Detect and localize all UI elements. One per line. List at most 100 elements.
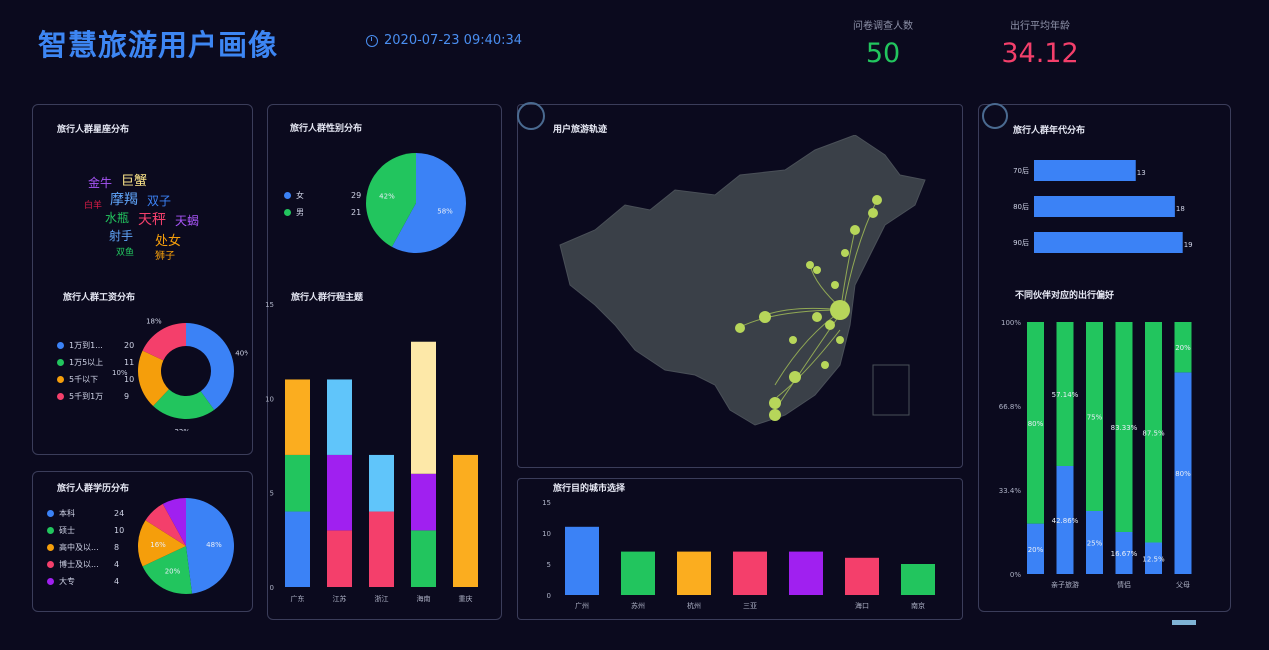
segment-label: 20% bbox=[1175, 344, 1191, 352]
slice-label: 16% bbox=[150, 541, 166, 549]
zodiac-word: 天秤 bbox=[138, 212, 166, 228]
y-tick-label: 15 bbox=[542, 499, 551, 507]
legend-label: 博士及以... bbox=[59, 560, 99, 569]
x-tick-label: 情侣 bbox=[1117, 580, 1131, 589]
theme-bar-segment bbox=[285, 454, 310, 512]
track-title: 用户旅游轨迹 bbox=[553, 125, 608, 135]
bar-value-label: 18 bbox=[1176, 205, 1185, 213]
slice-label: 18% bbox=[146, 317, 162, 325]
kpi-survey-count: 问卷调查人数 50 bbox=[843, 17, 923, 69]
city-bar bbox=[789, 551, 823, 595]
partner-bar-segment bbox=[1174, 322, 1192, 373]
legend-value: 24 bbox=[114, 509, 125, 518]
legend-item[interactable]: 硕士 10 bbox=[47, 522, 124, 539]
y-tick-label: 80后 bbox=[1013, 202, 1029, 211]
legend-label: 男 bbox=[296, 208, 304, 217]
slice-label: 58% bbox=[437, 207, 453, 215]
partner-bar-segment bbox=[1115, 322, 1133, 532]
gender-legend: 女 29 男 21 bbox=[284, 187, 361, 221]
legend-swatch bbox=[284, 192, 291, 199]
legend-value: 10 bbox=[124, 375, 135, 384]
pie-slice bbox=[142, 323, 186, 361]
panel-city bbox=[517, 478, 963, 620]
slice-label: 22% bbox=[174, 428, 190, 431]
theme-bar-segment bbox=[369, 454, 394, 512]
x-tick-label: 重庆 bbox=[459, 594, 473, 603]
bar-value-label: 19 bbox=[1184, 241, 1193, 249]
legend-item[interactable]: 1万5以上 11 bbox=[57, 354, 134, 371]
slice-label: 40% bbox=[235, 349, 248, 357]
legend-swatch bbox=[57, 342, 64, 349]
age-bar bbox=[1034, 160, 1136, 181]
legend-label: 1万到1... bbox=[69, 341, 103, 350]
x-tick-label: 父母 bbox=[1176, 581, 1190, 589]
legend-label: 5千到1万 bbox=[69, 392, 104, 401]
segment-label: 42.86% bbox=[1052, 517, 1079, 525]
panel-gender-theme bbox=[267, 104, 502, 620]
partner-bar-segment bbox=[1027, 523, 1044, 574]
y-tick-label: 10 bbox=[542, 530, 551, 538]
legend-value: 10 bbox=[114, 526, 125, 535]
city-bar bbox=[901, 564, 935, 595]
legend-value: 4 bbox=[114, 577, 120, 586]
theme-stacked-bar-chart: 0 5 10 15 广东 江苏 浙江 海南 重庆 bbox=[265, 301, 478, 603]
zodiac-word: 水瓶 bbox=[105, 211, 130, 225]
legend-label: 本科 bbox=[59, 509, 75, 518]
legend-swatch bbox=[284, 209, 291, 216]
legend-item[interactable]: 女 29 bbox=[284, 187, 361, 204]
x-tick-label: 海口 bbox=[855, 601, 869, 610]
y-tick-label: 33.4% bbox=[999, 487, 1022, 495]
zodiac-word: 摩羯 bbox=[110, 192, 138, 208]
kpi-value: 34.12 bbox=[1001, 38, 1079, 69]
y-tick-label: 0 bbox=[547, 592, 551, 600]
partner-bar-segment bbox=[1056, 465, 1074, 574]
slice-label: 20% bbox=[165, 568, 181, 576]
y-tick-label: 5 bbox=[547, 561, 551, 569]
legend-item[interactable]: 大专 4 bbox=[47, 573, 124, 590]
theme-bar-segment bbox=[327, 530, 352, 587]
partner-bar-segment bbox=[1145, 322, 1162, 543]
x-tick-label: 海南 bbox=[417, 594, 431, 603]
legend-swatch bbox=[57, 376, 64, 383]
salary-title: 旅行人群工资分布 bbox=[63, 293, 136, 303]
theme-bar-segment bbox=[411, 473, 436, 531]
legend-value: 8 bbox=[114, 543, 120, 552]
theme-bar-segment bbox=[285, 511, 310, 587]
legend-item[interactable]: 5千以下 10 bbox=[57, 371, 134, 388]
city-bar bbox=[733, 551, 767, 595]
partner-bar-segment bbox=[1086, 511, 1103, 574]
legend-item[interactable]: 男 21 bbox=[284, 204, 361, 221]
y-tick-label: 70后 bbox=[1013, 166, 1029, 175]
slice-label: 42% bbox=[379, 193, 395, 201]
bar-value-label: 13 bbox=[1137, 169, 1146, 177]
y-tick-label: 90后 bbox=[1013, 238, 1029, 247]
zodiac-word-cloud: 金牛 巨蟹 白羊 摩羯 双子 水瓶 天秤 天蝎 射手 处女 双鱼 狮子 bbox=[80, 168, 220, 263]
radar-icon bbox=[982, 103, 1008, 129]
panel-zodiac-salary bbox=[32, 104, 253, 455]
city-title: 旅行目的城市选择 bbox=[553, 484, 626, 494]
legend-swatch bbox=[47, 544, 54, 551]
city-bar bbox=[845, 557, 879, 595]
theme-bar-segment bbox=[285, 379, 310, 455]
legend-swatch bbox=[47, 510, 54, 517]
y-tick-label: 0 bbox=[270, 584, 274, 592]
legend-swatch bbox=[57, 359, 64, 366]
panel-education bbox=[32, 471, 253, 612]
pie-slice bbox=[145, 503, 186, 546]
legend-item[interactable]: 高中及以... 8 bbox=[47, 539, 124, 556]
segment-label: 25% bbox=[1087, 540, 1103, 548]
zodiac-word: 天蝎 bbox=[175, 214, 200, 228]
legend-item[interactable]: 本科 24 bbox=[47, 505, 124, 522]
legend-swatch bbox=[47, 578, 54, 585]
map-landmass bbox=[559, 135, 926, 426]
map-inset-south-sea bbox=[872, 364, 910, 416]
x-tick-label: 三亚 bbox=[743, 602, 757, 610]
segment-label: 83.33% bbox=[1111, 424, 1138, 432]
legend-item[interactable]: 5千到1万 9 bbox=[57, 388, 134, 405]
legend-item[interactable]: 1万到1... 20 bbox=[57, 337, 134, 354]
legend-swatch bbox=[47, 561, 54, 568]
kpi-average-age: 出行平均年龄 34.12 bbox=[1000, 17, 1080, 69]
pie-slice bbox=[186, 323, 234, 410]
theme-bar-segment bbox=[327, 379, 352, 455]
legend-item[interactable]: 博士及以... 4 bbox=[47, 556, 124, 573]
